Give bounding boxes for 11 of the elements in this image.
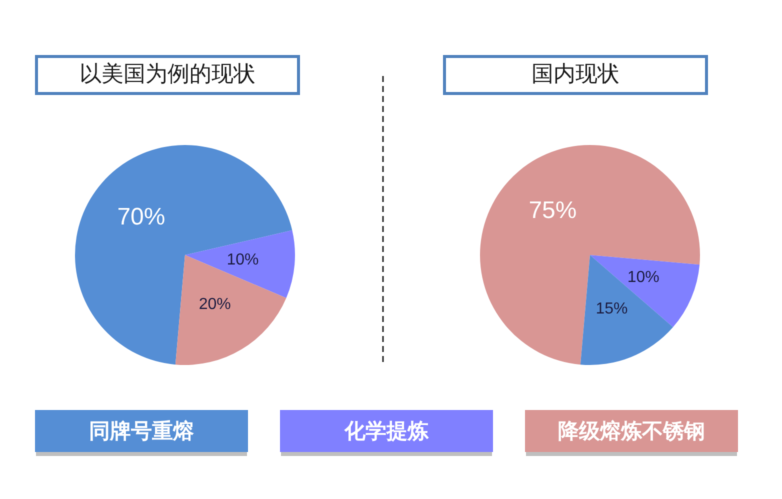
data-label: 10% — [226, 252, 259, 269]
data-label: 10% — [627, 269, 660, 286]
chart-title: 以美国为例的现状 — [35, 55, 300, 95]
data-label: 20% — [198, 296, 231, 314]
data-label: 15% — [596, 300, 628, 318]
data-label: 70% — [117, 203, 166, 230]
legend-label: 降级熔炼不锈钢 — [558, 410, 705, 452]
chart-title: 国内现状 — [443, 55, 708, 95]
data-label: 75% — [528, 197, 577, 224]
legend-label: 化学提炼 — [344, 410, 428, 452]
legend-label: 同牌号重熔 — [89, 410, 194, 452]
